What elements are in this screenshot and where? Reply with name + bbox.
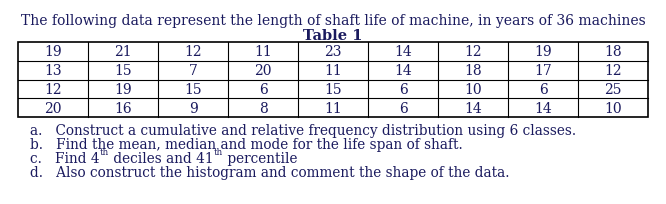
Text: 20: 20 xyxy=(254,64,272,78)
Text: a.   Construct a cumulative and relative frequency distribution using 6 classes.: a. Construct a cumulative and relative f… xyxy=(30,123,576,137)
Text: 12: 12 xyxy=(184,45,202,59)
Text: 25: 25 xyxy=(604,82,622,96)
Text: 15: 15 xyxy=(184,82,202,96)
Text: 23: 23 xyxy=(324,45,342,59)
Text: 20: 20 xyxy=(44,101,62,115)
Text: 6: 6 xyxy=(399,101,408,115)
Text: 13: 13 xyxy=(44,64,62,78)
Text: 18: 18 xyxy=(604,45,622,59)
Text: 17: 17 xyxy=(534,64,552,78)
Text: 6: 6 xyxy=(258,82,267,96)
Text: 21: 21 xyxy=(114,45,132,59)
Text: 6: 6 xyxy=(539,82,547,96)
Text: percentile: percentile xyxy=(222,151,297,165)
Text: 14: 14 xyxy=(394,64,412,78)
Text: b.   Find the mean, median and mode for the life span of shaft.: b. Find the mean, median and mode for th… xyxy=(30,137,463,151)
Text: 12: 12 xyxy=(464,45,482,59)
Text: 11: 11 xyxy=(254,45,272,59)
Text: 9: 9 xyxy=(188,101,197,115)
Text: 11: 11 xyxy=(324,101,342,115)
Text: 12: 12 xyxy=(604,64,622,78)
Text: 19: 19 xyxy=(44,45,62,59)
Text: c.   Find 4: c. Find 4 xyxy=(30,151,100,165)
Text: 18: 18 xyxy=(464,64,482,78)
Text: 7: 7 xyxy=(188,64,197,78)
Text: 16: 16 xyxy=(114,101,132,115)
Text: deciles and 41: deciles and 41 xyxy=(109,151,213,165)
Text: th: th xyxy=(213,148,222,157)
Text: 10: 10 xyxy=(464,82,482,96)
Text: The following data represent the length of shaft life of machine, in years of 36: The following data represent the length … xyxy=(21,14,645,28)
Text: 15: 15 xyxy=(114,64,132,78)
Text: d.   Also construct the histogram and comment the shape of the data.: d. Also construct the histogram and comm… xyxy=(30,165,509,179)
Text: 15: 15 xyxy=(324,82,342,96)
Text: 14: 14 xyxy=(534,101,552,115)
Text: 14: 14 xyxy=(464,101,482,115)
Text: 10: 10 xyxy=(604,101,622,115)
Text: 19: 19 xyxy=(534,45,552,59)
Bar xyxy=(18,43,648,118)
Text: 12: 12 xyxy=(44,82,62,96)
Text: th: th xyxy=(100,148,109,157)
Text: Table 1: Table 1 xyxy=(303,29,363,43)
Text: 6: 6 xyxy=(399,82,408,96)
Text: 19: 19 xyxy=(114,82,132,96)
Text: 8: 8 xyxy=(258,101,267,115)
Text: 14: 14 xyxy=(394,45,412,59)
Text: 11: 11 xyxy=(324,64,342,78)
